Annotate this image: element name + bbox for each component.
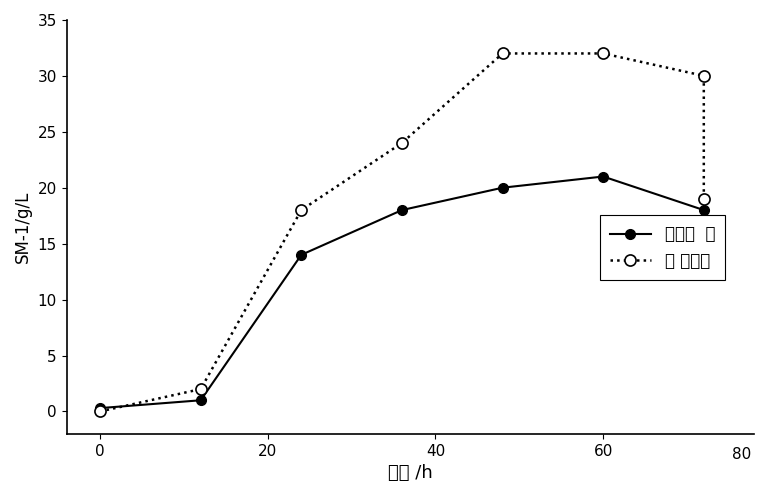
出发菌  株	[699, 207, 708, 213]
Line: 重 组菌株: 重 组菌株	[94, 48, 710, 417]
Legend: 出发菌  株, 重 组菌株: 出发菌 株, 重 组菌株	[600, 215, 725, 280]
重 组菌株	[699, 196, 708, 202]
出发菌  株	[397, 207, 406, 213]
重 组菌株	[498, 51, 507, 57]
出发菌  株	[498, 185, 507, 190]
出发菌  株	[296, 252, 306, 258]
Text: 80: 80	[732, 447, 751, 462]
Y-axis label: SM-1/g/L: SM-1/g/L	[14, 190, 32, 263]
重 组菌株	[699, 73, 708, 79]
出发菌  株	[598, 174, 607, 180]
重 组菌株	[397, 140, 406, 146]
重 组菌株	[196, 386, 205, 392]
重 组菌株	[598, 51, 607, 57]
Line: 出发菌  株: 出发菌 株	[95, 172, 709, 413]
出发菌  株	[196, 397, 205, 403]
出发菌  株	[95, 405, 104, 411]
重 组菌株	[95, 409, 104, 415]
重 组菌株	[296, 207, 306, 213]
X-axis label: 时间 /h: 时间 /h	[388, 464, 432, 482]
